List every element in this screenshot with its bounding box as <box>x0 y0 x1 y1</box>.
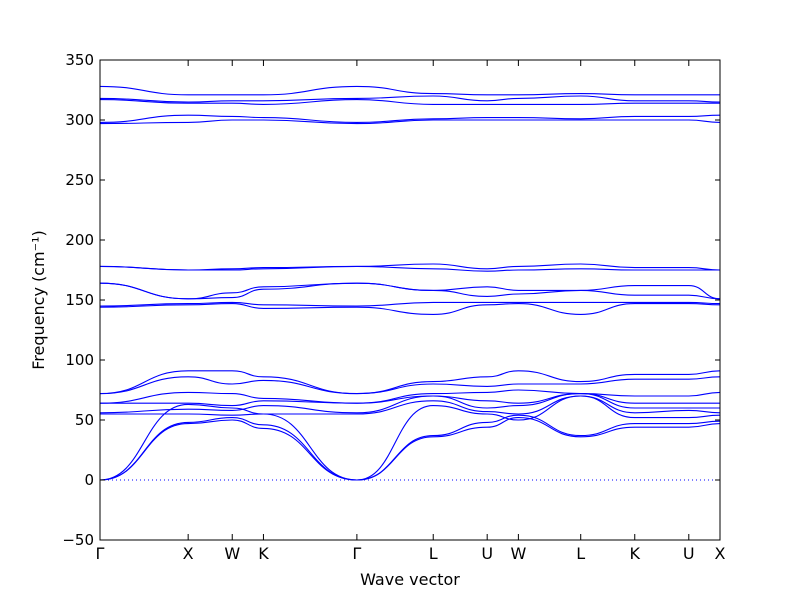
band-line-6 <box>99 393 720 407</box>
x-tick-label: W <box>510 544 526 563</box>
series-layer <box>99 85 721 481</box>
y-axis-label: Frequency (cm⁻¹) <box>29 230 48 369</box>
y-tick-label: 50 <box>75 411 94 429</box>
x-tick-label: K <box>258 544 269 563</box>
y-tick-label: −50 <box>62 531 94 549</box>
band-line-15 <box>99 263 721 271</box>
y-tick-label: 150 <box>65 291 94 309</box>
x-tick-label: L <box>429 544 438 563</box>
band-line-14 <box>99 265 720 272</box>
y-tick-label: 100 <box>65 351 94 369</box>
band-line-17 <box>99 114 721 123</box>
band-line-20 <box>99 85 720 96</box>
plot-background <box>100 60 720 540</box>
x-tick-label: Γ <box>352 544 361 563</box>
band-line-13 <box>99 282 721 300</box>
x-axis-label: Wave vector <box>360 570 460 589</box>
band-line-4 <box>99 395 721 416</box>
band-line-8 <box>99 376 721 395</box>
x-tick-label: X <box>715 544 726 563</box>
band-line-10 <box>99 303 721 315</box>
y-tick-label: 0 <box>84 471 94 489</box>
band-line-16 <box>99 119 721 125</box>
x-tick-label: L <box>576 544 585 563</box>
x-tick-label: Γ <box>96 544 105 563</box>
x-tick-label: K <box>630 544 641 563</box>
band-line-1 <box>99 417 721 481</box>
band-line-7 <box>99 389 721 404</box>
band-line-2 <box>99 414 721 481</box>
plot-frame <box>99 59 721 541</box>
band-line-9 <box>99 370 721 395</box>
band-line-3 <box>99 395 721 481</box>
band-line-18 <box>99 99 720 105</box>
band-line-5 <box>99 393 720 414</box>
y-tick-label: 200 <box>65 231 94 249</box>
x-tick-label: W <box>224 544 240 563</box>
y-tick-label: 250 <box>65 171 94 189</box>
x-tick-label: U <box>683 544 695 563</box>
x-tick-label: U <box>481 544 493 563</box>
band-line-11 <box>99 301 721 307</box>
x-tick-label: X <box>183 544 194 563</box>
y-tick-label: 350 <box>65 51 94 69</box>
y-axis-ticks: −50 0 50 100 150 200 250 300 350 <box>62 51 720 549</box>
band-line-19 <box>99 95 721 103</box>
y-tick-label: 300 <box>65 111 94 129</box>
